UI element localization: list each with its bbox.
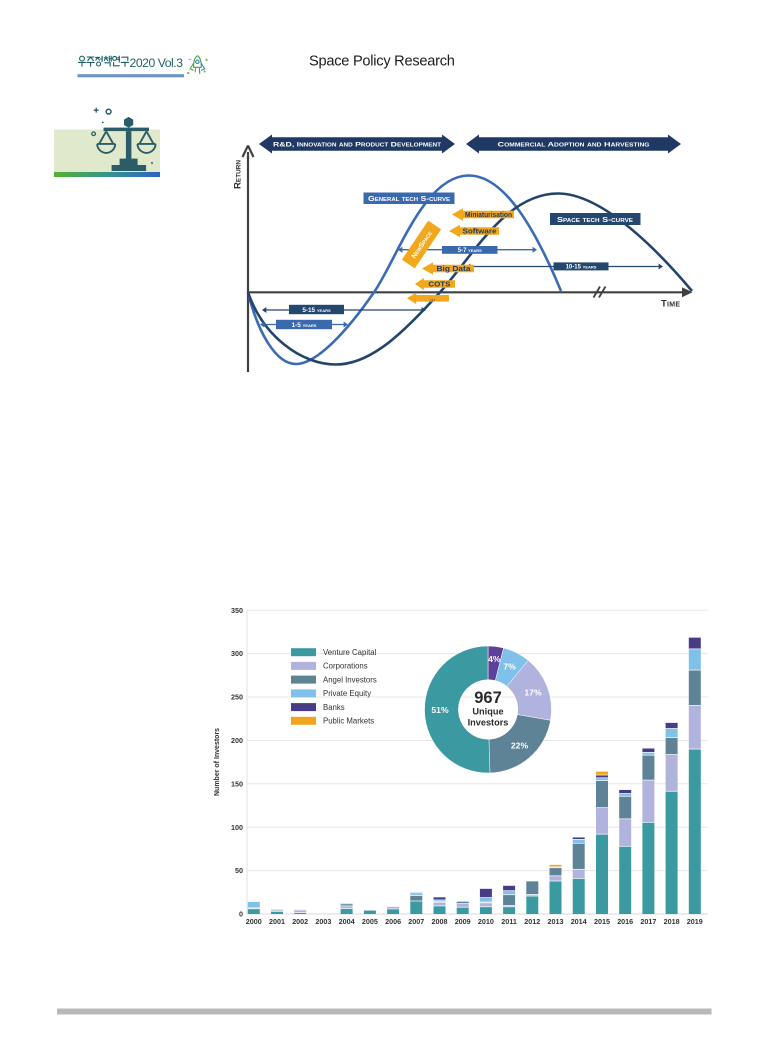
svg-text:150: 150 [231, 779, 243, 788]
svg-text:7%: 7% [503, 662, 516, 672]
svg-text:2018: 2018 [664, 917, 680, 926]
svg-text:2016: 2016 [617, 917, 633, 926]
svg-text:2005: 2005 [362, 917, 378, 926]
svg-text:1-5 years: 1-5 years [292, 322, 317, 329]
svg-text:2002: 2002 [292, 917, 308, 926]
svg-text:2009: 2009 [455, 917, 471, 926]
svg-text:R&D, Innovation and Product De: R&D, Innovation and Product Development [273, 142, 441, 149]
svg-text:250: 250 [231, 693, 243, 702]
svg-text:2011: 2011 [501, 917, 517, 926]
svg-text:2012: 2012 [524, 917, 540, 926]
svg-text:Miniaturisation: Miniaturisation [465, 210, 512, 219]
svg-text:Private Equity: Private Equity [323, 689, 371, 698]
svg-text:COTS: COTS [428, 280, 450, 289]
svg-text:2004: 2004 [339, 917, 355, 926]
svg-text:2008: 2008 [432, 917, 448, 926]
svg-text:0: 0 [239, 910, 243, 919]
svg-text:Commercial Adoption and Harves: Commercial Adoption and Harvesting [498, 142, 650, 149]
svg-text:2014: 2014 [571, 917, 587, 926]
svg-text:2017: 2017 [640, 917, 656, 926]
svg-text:Number of Investors: Number of Investors [214, 728, 221, 796]
svg-text:Corporations: Corporations [323, 662, 368, 671]
svg-text:350: 350 [231, 606, 243, 615]
svg-text:2001: 2001 [269, 917, 285, 926]
svg-text:Software: Software [463, 227, 497, 236]
svg-text:Big Data: Big Data [437, 264, 472, 273]
svg-text:General tech S-curve: General tech S-curve [368, 194, 451, 203]
svg-text:...: ... [430, 296, 435, 302]
svg-text:2020 Vol.3: 2020 Vol.3 [130, 56, 184, 70]
svg-text:2015: 2015 [594, 917, 610, 926]
svg-text:5-7 years: 5-7 years [458, 248, 482, 254]
svg-text:2003: 2003 [315, 917, 331, 926]
svg-text:4%: 4% [488, 654, 501, 664]
svg-text:Unique: Unique [472, 707, 503, 717]
svg-text:300: 300 [231, 649, 243, 658]
svg-text:10-15 years: 10-15 years [566, 265, 597, 271]
svg-text:200: 200 [231, 736, 243, 745]
svg-text:5-15 years: 5-15 years [302, 307, 331, 314]
svg-text:2000: 2000 [246, 917, 262, 926]
svg-text:Investors: Investors [468, 718, 509, 728]
svg-text:Banks: Banks [323, 703, 345, 712]
svg-text:Return: Return [233, 160, 243, 189]
svg-text:50: 50 [235, 866, 243, 875]
svg-text:22%: 22% [511, 741, 529, 751]
svg-text:2006: 2006 [385, 917, 401, 926]
svg-text:Time: Time [661, 299, 680, 310]
svg-text:100: 100 [231, 823, 243, 832]
svg-text:2007: 2007 [408, 917, 424, 926]
svg-text:Public Markets: Public Markets [323, 717, 374, 726]
svg-text:Angel Investors: Angel Investors [323, 675, 377, 684]
svg-text:17%: 17% [524, 688, 542, 698]
svg-text:Space Policy Research: Space Policy Research [309, 53, 455, 69]
svg-text:2019: 2019 [687, 917, 703, 926]
svg-text:2013: 2013 [548, 917, 564, 926]
svg-text:2010: 2010 [478, 917, 494, 926]
svg-text:967: 967 [474, 689, 502, 707]
svg-text:Space tech S-curve: Space tech S-curve [557, 215, 634, 224]
svg-text:51%: 51% [431, 705, 449, 715]
svg-text:Venture Capital: Venture Capital [323, 648, 377, 657]
